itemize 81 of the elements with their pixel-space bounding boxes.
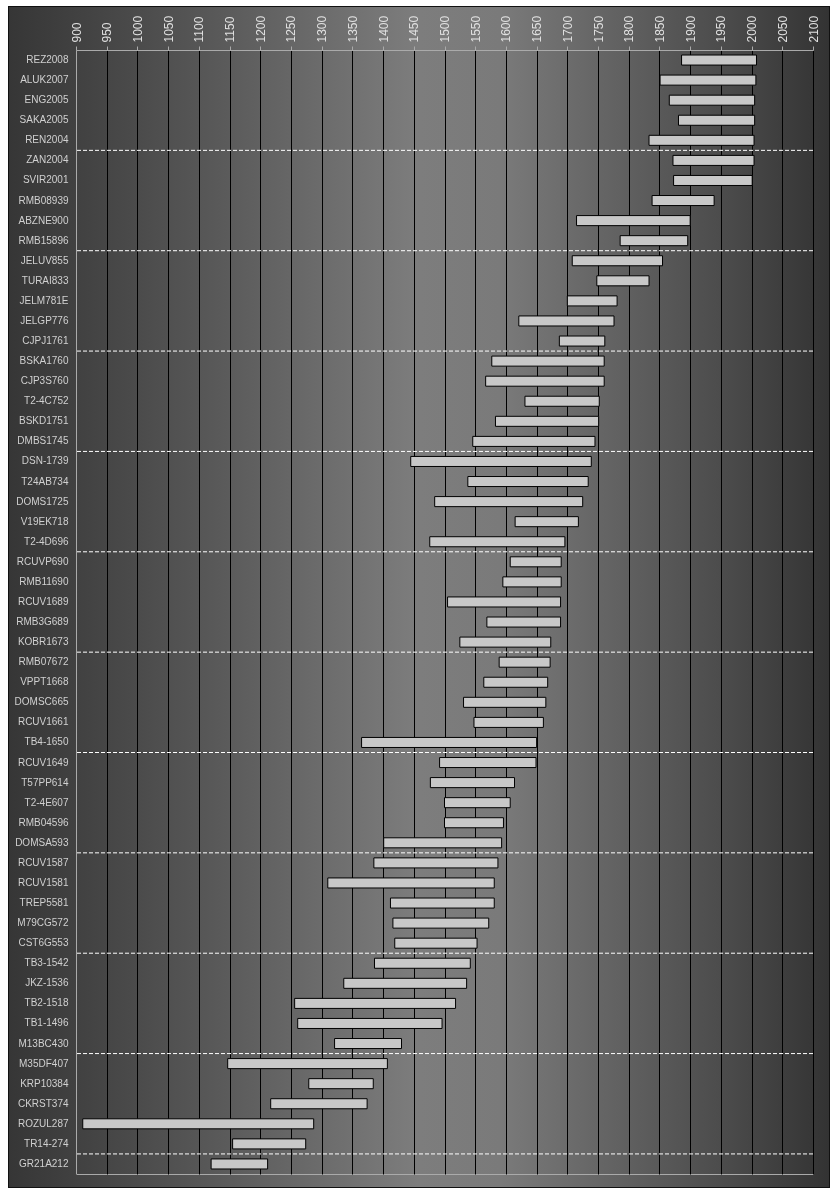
y-tick-label: BSKD1751 xyxy=(19,415,69,427)
y-tick-label: BSKA1760 xyxy=(19,355,69,367)
y-tick-label: T2-4E607 xyxy=(24,796,69,808)
y-tick-label: RMB08939 xyxy=(18,194,69,206)
y-tick-label: RMB07672 xyxy=(18,656,69,668)
x-tick-label: 1950 xyxy=(714,15,729,43)
y-tick-label: ALUK2007 xyxy=(20,74,69,86)
y-tick-label: RCUV1649 xyxy=(17,756,69,768)
y-tick-label: DOMSC665 xyxy=(14,696,69,708)
y-tick-label: DMBS1745 xyxy=(17,435,69,447)
y-tick-label: RCUV1689 xyxy=(17,595,69,607)
y-tick-label: ENG2005 xyxy=(24,94,69,106)
y-tick-label: JELGP776 xyxy=(20,314,69,326)
y-tick-label: JELM781E xyxy=(19,294,69,306)
x-tick-label: 1450 xyxy=(407,15,422,43)
x-tick-label: 2000 xyxy=(745,15,760,43)
y-tick-label: M79CG572 xyxy=(17,917,69,929)
x-tick-label: 1350 xyxy=(345,15,360,43)
x-tick-label: 1200 xyxy=(253,15,268,43)
y-tick-label: M13BC430 xyxy=(18,1037,69,1049)
y-tick-label: DOMS1725 xyxy=(16,495,69,507)
x-tick-label: 1100 xyxy=(192,16,207,43)
y-tick-label: GR21A212 xyxy=(19,1157,69,1169)
y-tick-label: REN2004 xyxy=(25,134,69,146)
y-tick-label: ROZUL287 xyxy=(17,1117,69,1129)
y-tick-label: TR14-274 xyxy=(24,1137,69,1149)
y-tick-label: TB3-1542 xyxy=(24,957,69,969)
y-tick-label: RMB3G689 xyxy=(16,616,69,628)
y-tick-label: KOBR1673 xyxy=(17,636,69,648)
y-tick-label: TB2-1518 xyxy=(24,997,69,1009)
y-tick-label: CJP3S760 xyxy=(20,375,69,387)
y-tick-label: TB1-1496 xyxy=(24,1017,69,1029)
y-tick-label: T2-4D696 xyxy=(24,535,69,547)
y-tick-label: KRP10384 xyxy=(20,1077,69,1089)
y-tick-label: T24AB734 xyxy=(21,475,69,487)
y-tick-label: RMB11690 xyxy=(19,575,69,587)
y-tick-label: DSN-1739 xyxy=(21,455,69,467)
y-tick-label: JELUV855 xyxy=(20,254,69,266)
x-tick-label: 950 xyxy=(100,22,115,43)
y-tick-label: VPPT1668 xyxy=(20,676,69,688)
y-tick-label: ABZNE900 xyxy=(18,214,69,226)
x-tick-label: 1650 xyxy=(530,15,545,43)
y-tick-label: TURAI833 xyxy=(21,274,69,286)
x-tick-label: 1600 xyxy=(499,15,514,43)
x-tick-label: 1550 xyxy=(468,15,483,43)
x-tick-label: 1000 xyxy=(130,15,145,43)
x-tick-label: 1250 xyxy=(284,15,299,43)
y-tick-label: RCUV1587 xyxy=(17,856,69,868)
x-tick-label: 1750 xyxy=(591,15,606,43)
y-tick-label: CST6G553 xyxy=(18,937,69,949)
x-tick-label: 1500 xyxy=(438,15,452,43)
y-tick-label: RMB04596 xyxy=(18,816,69,828)
x-tick-label: 1050 xyxy=(161,15,176,43)
x-tick-label: 1800 xyxy=(622,15,637,43)
x-tick-label: 1700 xyxy=(560,15,575,43)
y-tick-label: DOMSA593 xyxy=(15,836,69,848)
y-tick-label: T57PP614 xyxy=(21,776,69,788)
y-tick-label: T2-4C752 xyxy=(24,395,69,407)
x-tick-label: 2050 xyxy=(775,15,790,43)
y-tick-label: M35DF407 xyxy=(19,1057,69,1069)
x-tick-label: 1900 xyxy=(683,15,698,43)
y-tick-label: RCUVP690 xyxy=(16,555,69,567)
y-tick-label: TREP5581 xyxy=(19,897,69,909)
y-tick-label: CKRST374 xyxy=(17,1097,69,1109)
x-tick-label: 900 xyxy=(69,22,84,43)
x-tick-label: 1300 xyxy=(315,15,330,43)
y-tick-label: JKZ-1536 xyxy=(25,977,69,989)
y-tick-label: RCUV1661 xyxy=(17,716,69,728)
x-tick-label: 1150 xyxy=(223,16,238,43)
y-tick-label: SAKA2005 xyxy=(19,114,69,126)
x-tick-label: 2100 xyxy=(806,15,821,43)
y-tick-label: REZ2008 xyxy=(26,54,69,66)
y-tick-label: CJPJ1761 xyxy=(22,335,69,347)
y-tick-label: RMB15896 xyxy=(18,234,69,246)
y-tick-label: SVIR2001 xyxy=(22,174,69,186)
y-tick-label: V19EK718 xyxy=(20,515,69,527)
y-tick-label: TB4-1650 xyxy=(24,736,69,748)
x-tick-label: 1850 xyxy=(652,15,667,43)
y-tick-label: ZAN2004 xyxy=(26,154,69,166)
x-tick-label: 1400 xyxy=(376,15,391,43)
y-tick-label: RCUV1581 xyxy=(17,876,69,888)
